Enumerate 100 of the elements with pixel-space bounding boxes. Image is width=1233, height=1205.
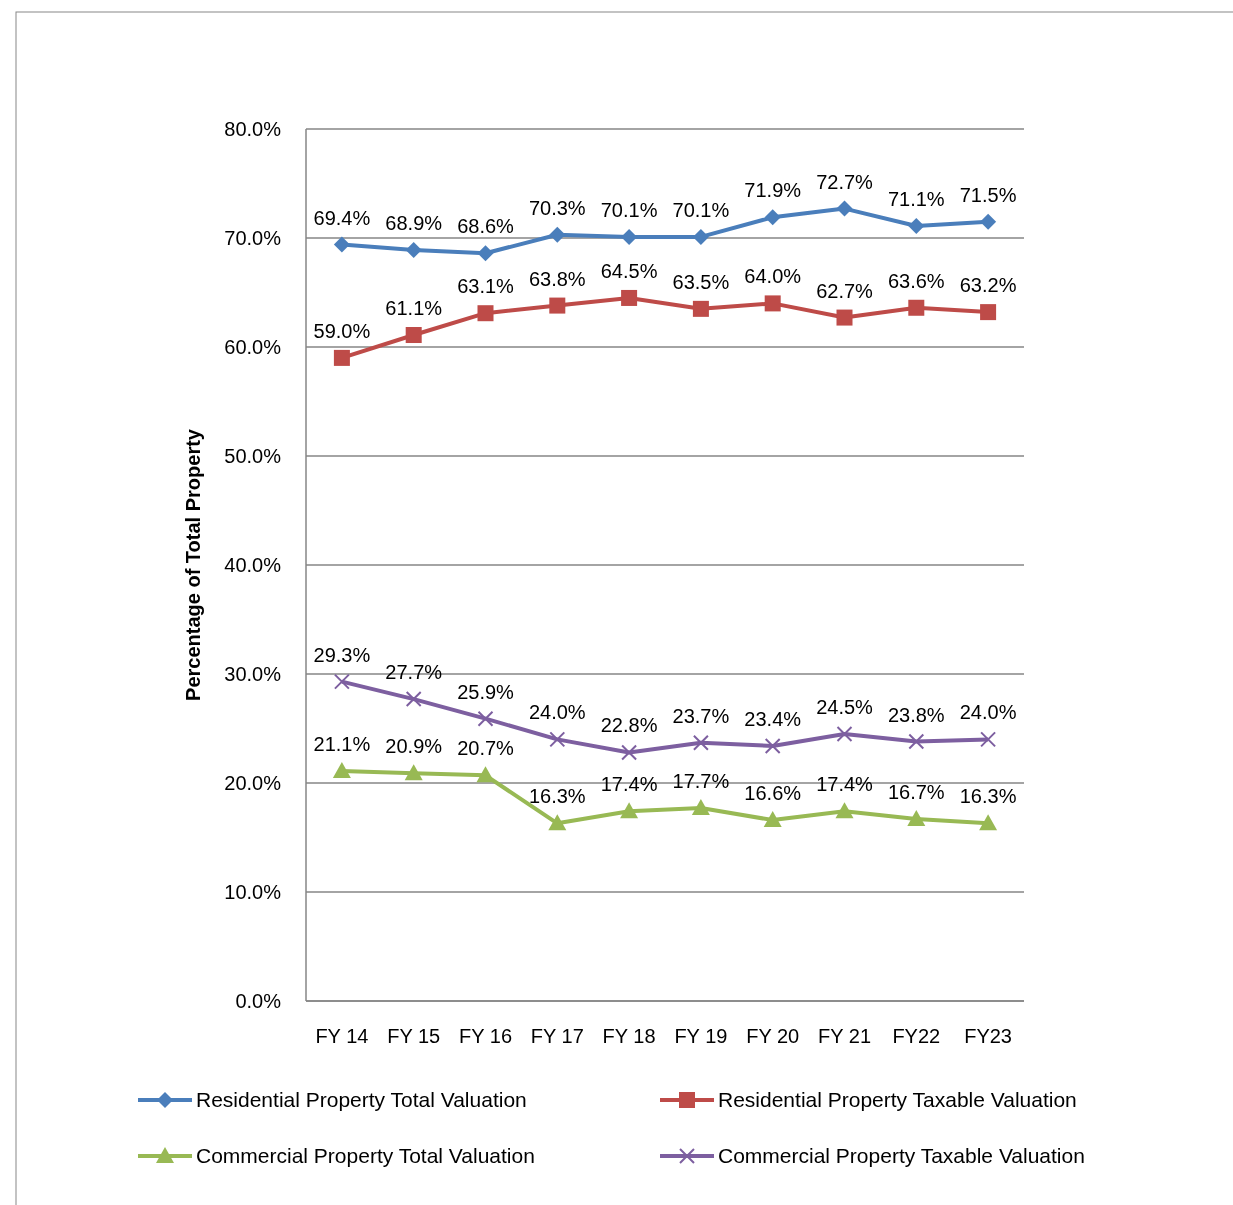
point xyxy=(620,802,639,819)
point xyxy=(621,289,638,306)
point xyxy=(979,814,998,831)
point xyxy=(477,710,494,727)
y-tick-label: 0.0% xyxy=(235,990,282,1012)
point xyxy=(835,802,854,819)
point xyxy=(692,300,709,317)
x-tick-label: FY 14 xyxy=(315,1025,369,1047)
point xyxy=(764,209,781,226)
data-label: 16.7% xyxy=(887,780,945,803)
point xyxy=(477,305,494,322)
data-label: 68.9% xyxy=(385,211,443,234)
data-label: 63.5% xyxy=(672,270,730,293)
data-label: 24.5% xyxy=(816,695,874,718)
point xyxy=(548,814,567,831)
point xyxy=(763,811,782,828)
x-tick-label: FY22 xyxy=(892,1025,941,1047)
data-label: 61.1% xyxy=(385,297,443,320)
data-label: 71.9% xyxy=(744,179,802,202)
point xyxy=(836,309,853,326)
y-tick-label: 60.0% xyxy=(224,336,282,358)
point xyxy=(980,304,997,321)
data-label: 72.7% xyxy=(816,170,874,193)
point xyxy=(764,737,781,754)
data-label: 71.1% xyxy=(887,188,945,211)
data-label: 29.3% xyxy=(313,643,371,666)
point xyxy=(477,245,494,262)
data-label: 17.7% xyxy=(672,770,730,793)
point xyxy=(476,766,495,783)
data-label: 24.0% xyxy=(528,701,586,724)
data-label: 64.0% xyxy=(744,265,802,288)
data-label: 23.7% xyxy=(672,704,730,727)
data-label: 21.1% xyxy=(313,733,371,756)
point xyxy=(980,731,997,748)
y-tick-label: 10.0% xyxy=(224,881,282,903)
point xyxy=(405,241,422,258)
point xyxy=(764,295,781,312)
data-label: 70.1% xyxy=(672,198,730,221)
point xyxy=(908,299,925,316)
point xyxy=(692,734,709,751)
x-tick-label: FY 20 xyxy=(746,1025,800,1047)
point xyxy=(404,764,423,781)
data-label: 25.9% xyxy=(457,680,515,703)
data-label: 27.7% xyxy=(385,661,443,684)
data-label: 63.2% xyxy=(959,274,1017,297)
data-label: 63.8% xyxy=(528,267,586,290)
point xyxy=(549,731,566,748)
legend-label: Commercial Property Taxable Valuation xyxy=(718,1144,1085,1168)
point xyxy=(691,799,710,816)
legend-label: Commercial Property Total Valuation xyxy=(196,1144,535,1168)
legend-label: Residential Property Taxable Valuation xyxy=(718,1088,1077,1112)
data-label: 22.8% xyxy=(600,714,658,737)
y-axis-title: Percentage of Total Property xyxy=(182,428,204,701)
x-tick-label: FY 19 xyxy=(674,1025,728,1047)
x-tick-label: FY 21 xyxy=(818,1025,871,1047)
point xyxy=(333,236,350,253)
y-tick-label: 50.0% xyxy=(224,445,282,467)
data-label: 20.7% xyxy=(457,737,515,760)
point xyxy=(908,218,925,235)
data-label: 64.5% xyxy=(600,259,658,282)
data-label: 23.8% xyxy=(887,703,945,726)
y-tick-label: 70.0% xyxy=(224,227,282,249)
y-tick-label: 20.0% xyxy=(224,772,282,794)
data-label: 24.0% xyxy=(959,701,1017,724)
data-label: 16.6% xyxy=(744,782,802,805)
data-label: 16.3% xyxy=(528,785,586,808)
data-label: 23.4% xyxy=(744,707,802,730)
x-tick-label: FY 15 xyxy=(387,1025,441,1047)
data-label: 63.6% xyxy=(887,269,945,292)
point xyxy=(836,725,853,742)
x-tick-label: FY 18 xyxy=(602,1025,656,1047)
y-tick-label: 80.0% xyxy=(224,118,282,140)
point xyxy=(333,349,350,366)
data-label: 16.3% xyxy=(959,785,1017,808)
point xyxy=(549,226,566,243)
point xyxy=(405,327,422,344)
data-label: 70.1% xyxy=(600,198,658,221)
y-tick-label: 40.0% xyxy=(224,554,282,576)
point xyxy=(908,733,925,750)
x-tick-label: FY 17 xyxy=(530,1025,584,1047)
x-tick-label: FY23 xyxy=(964,1025,1013,1047)
point xyxy=(621,744,638,761)
data-label: 68.6% xyxy=(457,215,515,238)
x-tick-label: FY 16 xyxy=(459,1025,512,1047)
data-label: 59.0% xyxy=(313,319,371,342)
point xyxy=(549,297,566,314)
point xyxy=(836,200,853,217)
data-label: 20.9% xyxy=(385,735,443,758)
data-label: 69.4% xyxy=(313,206,371,229)
data-label: 17.4% xyxy=(600,773,658,796)
data-label: 70.3% xyxy=(528,196,586,219)
data-label: 71.5% xyxy=(959,183,1017,206)
point xyxy=(333,673,350,690)
y-tick-label: 30.0% xyxy=(224,663,282,685)
data-label: 17.4% xyxy=(816,773,874,796)
point xyxy=(980,213,997,230)
point xyxy=(907,809,926,826)
data-label: 62.7% xyxy=(816,279,874,302)
point xyxy=(405,691,422,708)
legend-label: Residential Property Total Valuation xyxy=(196,1088,527,1112)
